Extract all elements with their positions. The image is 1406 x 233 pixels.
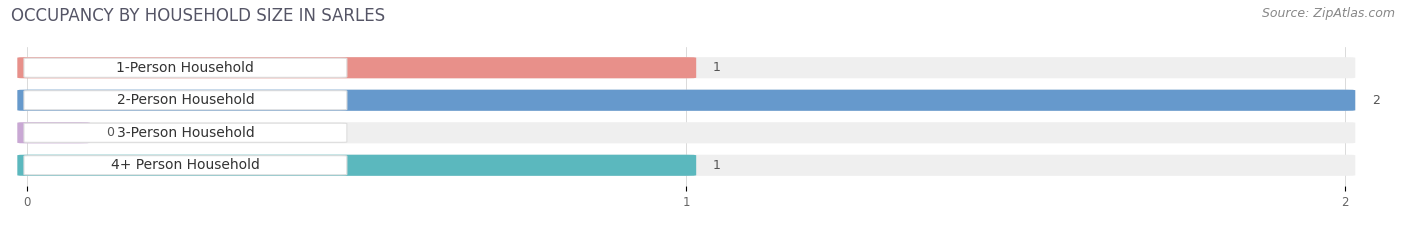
Text: OCCUPANCY BY HOUSEHOLD SIZE IN SARLES: OCCUPANCY BY HOUSEHOLD SIZE IN SARLES <box>11 7 385 25</box>
FancyBboxPatch shape <box>17 90 1355 111</box>
FancyBboxPatch shape <box>24 156 347 175</box>
FancyBboxPatch shape <box>17 57 1355 78</box>
Text: 0: 0 <box>107 126 114 139</box>
Text: 1: 1 <box>713 159 720 172</box>
FancyBboxPatch shape <box>17 90 1355 111</box>
FancyBboxPatch shape <box>17 155 696 176</box>
Text: 2: 2 <box>1372 94 1379 107</box>
FancyBboxPatch shape <box>17 122 1355 143</box>
FancyBboxPatch shape <box>24 58 347 77</box>
FancyBboxPatch shape <box>24 91 347 110</box>
FancyBboxPatch shape <box>17 155 1355 176</box>
FancyBboxPatch shape <box>17 57 696 78</box>
FancyBboxPatch shape <box>17 122 90 143</box>
Text: 2-Person Household: 2-Person Household <box>117 93 254 107</box>
FancyBboxPatch shape <box>24 123 347 142</box>
Text: 4+ Person Household: 4+ Person Household <box>111 158 260 172</box>
Text: 1: 1 <box>713 61 720 74</box>
Text: 3-Person Household: 3-Person Household <box>117 126 254 140</box>
Text: 1-Person Household: 1-Person Household <box>117 61 254 75</box>
Text: Source: ZipAtlas.com: Source: ZipAtlas.com <box>1261 7 1395 20</box>
